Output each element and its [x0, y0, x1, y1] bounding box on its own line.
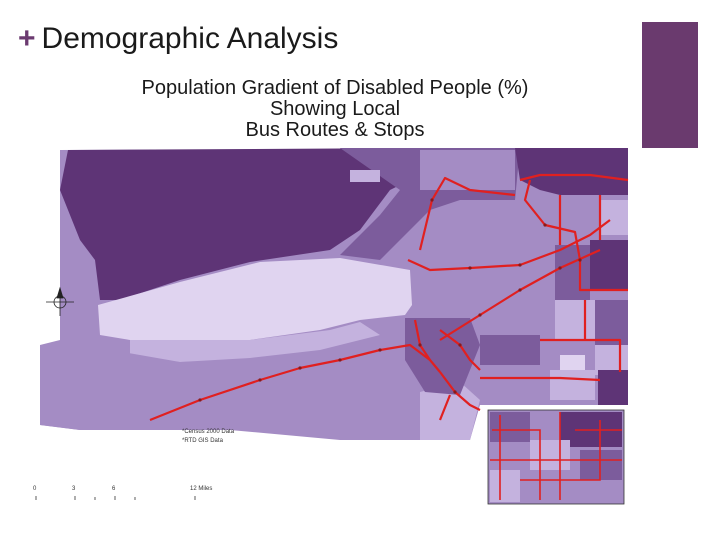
tile-east-4 [555, 245, 590, 300]
bus-stop [418, 343, 422, 347]
inset-routes [490, 412, 622, 500]
tile-east-3 [590, 240, 628, 290]
tile-east-13 [480, 365, 550, 395]
map-credits: *Census 2000 Data *RTD GIS Data [182, 428, 234, 446]
map-title-line-2: Showing Local [269, 98, 401, 120]
region-north-darkest [60, 148, 420, 300]
slide-title-text: Demographic Analysis [41, 22, 339, 55]
bus-stops [198, 198, 582, 402]
credit-rtd: *RTD GIS Data [182, 438, 223, 444]
region-valley-lightest [98, 258, 412, 345]
tile-east-2 [600, 200, 628, 235]
route-east-grid [480, 195, 622, 382]
tile-east-12 [598, 370, 628, 405]
plus-icon: + [18, 22, 36, 55]
bus-stop [198, 398, 202, 402]
bus-stop [518, 288, 522, 292]
inset-map [487, 409, 625, 505]
bus-stop [458, 343, 462, 347]
bus-stop [378, 348, 382, 352]
bus-stop [468, 266, 472, 270]
map-title-line-3: Bus Routes & Stops [245, 119, 425, 141]
inset-tile-4 [580, 450, 622, 480]
tile-north-east-light [420, 150, 515, 190]
tile-east-7 [595, 300, 628, 345]
slide-title: + Demographic Analysis [18, 22, 338, 56]
region-south-light [420, 382, 480, 440]
tile-east-10 [560, 355, 585, 370]
tile-east-6 [555, 300, 595, 340]
bus-stop [558, 266, 562, 270]
inset-tile-1 [490, 412, 530, 442]
scale-label-0: 0 [33, 486, 37, 492]
bus-stop [578, 258, 582, 262]
credit-census: *Census 2000 Data [182, 429, 235, 435]
map-title: Population Gradient of Disabled People (… [100, 78, 570, 141]
bus-stop [453, 390, 457, 394]
tile-east-8 [480, 335, 540, 365]
bus-stop [518, 263, 522, 267]
bus-stop [298, 366, 302, 370]
route-north-diagonal [418, 176, 516, 251]
region-valley-light [130, 322, 380, 362]
inset-tile-3 [530, 440, 570, 470]
bus-stop [338, 358, 342, 362]
scale-label-3: 3 [72, 486, 76, 492]
scale-bar [35, 496, 196, 500]
map-title-line-1: Population Gradient of Disabled People (… [141, 77, 529, 99]
bus-stop [543, 223, 547, 227]
scale-label-12-miles: 12 Miles [190, 486, 213, 492]
inset-tile-5 [490, 470, 520, 502]
scale-label-6: 6 [112, 486, 116, 492]
bus-stop [478, 313, 482, 317]
route-south [438, 371, 481, 421]
tile-north-pale [350, 170, 380, 182]
tile-east-14 [550, 370, 595, 400]
bus-stop [258, 378, 262, 382]
route-east-loop [519, 173, 629, 292]
region-east-dark [515, 148, 628, 195]
tile-east-5 [480, 290, 555, 335]
region-city-core-dark [405, 318, 480, 395]
accent-block [642, 22, 698, 148]
bus-stop [430, 198, 434, 202]
tile-east-1 [560, 200, 600, 240]
compass-rose-icon [46, 286, 74, 316]
